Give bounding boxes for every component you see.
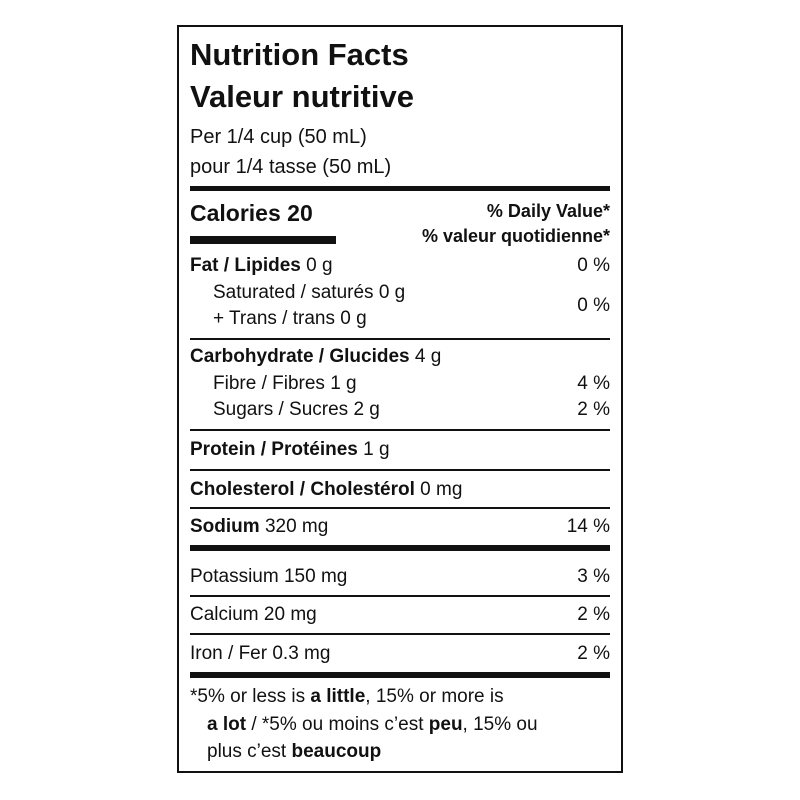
daily-value: 2 % — [577, 604, 610, 625]
rule — [190, 633, 610, 635]
daily-value: 14 % — [566, 516, 610, 537]
footnote-text: plus c’est — [207, 741, 292, 762]
footnote-text: , 15% ou — [462, 714, 538, 735]
nutrient-amount: 320 mg — [264, 516, 329, 537]
nutrient: Saturated / saturés 0 g — [213, 282, 406, 303]
daily-value: 4 % — [577, 373, 610, 394]
rule — [190, 672, 610, 678]
nutrient: Sugars / Sucres 2 g — [213, 399, 380, 420]
serving-en: Per 1/4 cup (50 mL) — [190, 126, 367, 148]
nutrient: Fat / Lipides 0 g — [190, 255, 333, 277]
daily-value: 3 % — [577, 566, 610, 587]
footnote-line: plus c’est beaucoup — [207, 741, 381, 763]
title-en: Nutrition Facts — [190, 37, 409, 72]
rule — [190, 338, 610, 340]
title-fr: Valeur nutritive — [190, 79, 414, 114]
calories-bar — [190, 236, 336, 244]
serving-fr: pour 1/4 tasse (50 mL) — [190, 156, 392, 178]
nutrient-name: Protein / Protéines — [190, 439, 358, 460]
footnote-text: / *5% ou moins c’est — [246, 714, 429, 735]
daily-value: 0 % — [577, 255, 610, 276]
footnote-bold: beaucoup — [291, 741, 382, 762]
rule — [190, 507, 610, 509]
footnote-bold: peu — [428, 714, 463, 735]
nutrient-name: Carbohydrate / Glucides — [190, 346, 410, 367]
nutrient: + Trans / trans 0 g — [213, 308, 367, 329]
rule — [190, 545, 610, 551]
dv-heading-fr: % valeur quotidienne* — [421, 226, 610, 246]
nutrient: Fibre / Fibres 1 g — [213, 373, 357, 394]
calories: Calories 20 — [190, 200, 313, 226]
nutrient: Cholesterol / Cholestérol 0 mg — [190, 479, 462, 501]
label-border — [177, 25, 623, 773]
nutrient: Calcium 20 mg — [190, 604, 317, 625]
nutrient: Potassium 150 mg — [190, 566, 348, 587]
rule — [190, 595, 610, 597]
daily-value: 2 % — [577, 643, 610, 664]
footnote-bold: a lot — [207, 714, 247, 735]
nutrient-amount: 0 g — [306, 255, 333, 276]
nutrient: Carbohydrate / Glucides 4 g — [190, 346, 441, 368]
rule — [190, 186, 610, 191]
nutrient-name: Fat / Lipides — [190, 255, 301, 276]
daily-value: 2 % — [577, 399, 610, 420]
dv-heading-en: % Daily Value* — [486, 201, 610, 221]
footnote-text: , 15% or more is — [365, 686, 504, 707]
footnote-line: a lot / *5% ou moins c’est peu, 15% ou — [207, 714, 538, 736]
rule — [190, 429, 610, 431]
footnote-text: *5% or less is — [190, 686, 311, 707]
nutrient: Protein / Protéines 1 g — [190, 439, 390, 461]
nutrient-name: Cholesterol / Cholestérol — [190, 479, 415, 500]
nutrient: Iron / Fer 0.3 mg — [190, 643, 331, 664]
footnote-bold: a little — [310, 686, 366, 707]
rule — [190, 469, 610, 471]
footnote-line: *5% or less is a little, 15% or more is — [190, 686, 504, 708]
nutrient-name: Sodium — [190, 516, 260, 537]
nutrient-amount: 4 g — [414, 346, 442, 367]
nutrient-amount: 0 mg — [420, 479, 463, 500]
daily-value: 0 % — [577, 295, 610, 316]
nutrient-amount: 1 g — [363, 439, 390, 460]
nutrient: Sodium 320 mg — [190, 516, 328, 538]
